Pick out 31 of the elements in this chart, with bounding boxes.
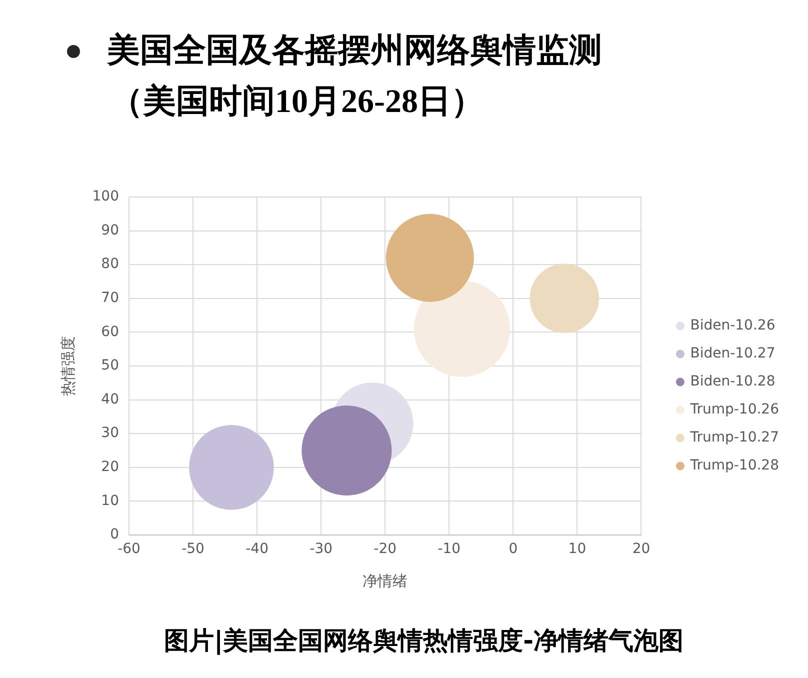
legend-label: Biden-10.27 [690, 346, 776, 362]
x-tick-label: 20 [632, 541, 650, 558]
legend-label: Biden-10.26 [690, 318, 776, 334]
x-tick-label: -30 [310, 541, 333, 558]
x-tick-label: 10 [568, 541, 586, 558]
x-tick-label: -20 [374, 541, 397, 558]
x-tick-label: -10 [438, 541, 461, 558]
text: 图片|美国全国网络舆情热情强度-净情绪气泡图 [164, 625, 684, 657]
x-axis-title: 净情绪 [362, 572, 408, 590]
x-tick-label: -60 [118, 541, 140, 558]
y-tick-label: 70 [101, 290, 119, 306]
x-tick-label: -50 [182, 541, 204, 558]
legend-label: Trump-10.28 [689, 458, 780, 474]
y-tick-label: 40 [101, 391, 119, 408]
x-tick-label: -40 [246, 541, 268, 558]
legend-label: Trump-10.26 [689, 402, 780, 418]
y-tick-label: 0 [110, 526, 119, 543]
chart-title: 美国全国及各摇摆州网络舆情监测 [107, 30, 602, 70]
y-tick-label: 80 [101, 256, 119, 272]
y-tick-label: 100 [92, 188, 119, 205]
y-axis-title: 热情强度 [58, 336, 77, 396]
legend-label: Biden-10.28 [690, 374, 776, 390]
y-tick-label: 10 [101, 492, 119, 509]
y-tick-label: 90 [101, 222, 119, 238]
y-tick-label: 30 [101, 425, 119, 442]
chart-subtitle: （美国时间10月26-28日） [110, 82, 484, 122]
legend-label: Trump-10.27 [689, 430, 780, 446]
y-tick-label: 20 [101, 459, 119, 476]
x-tick-label: 0 [508, 541, 518, 558]
y-tick-label: 50 [101, 358, 119, 374]
y-tick-label: 60 [101, 324, 119, 340]
